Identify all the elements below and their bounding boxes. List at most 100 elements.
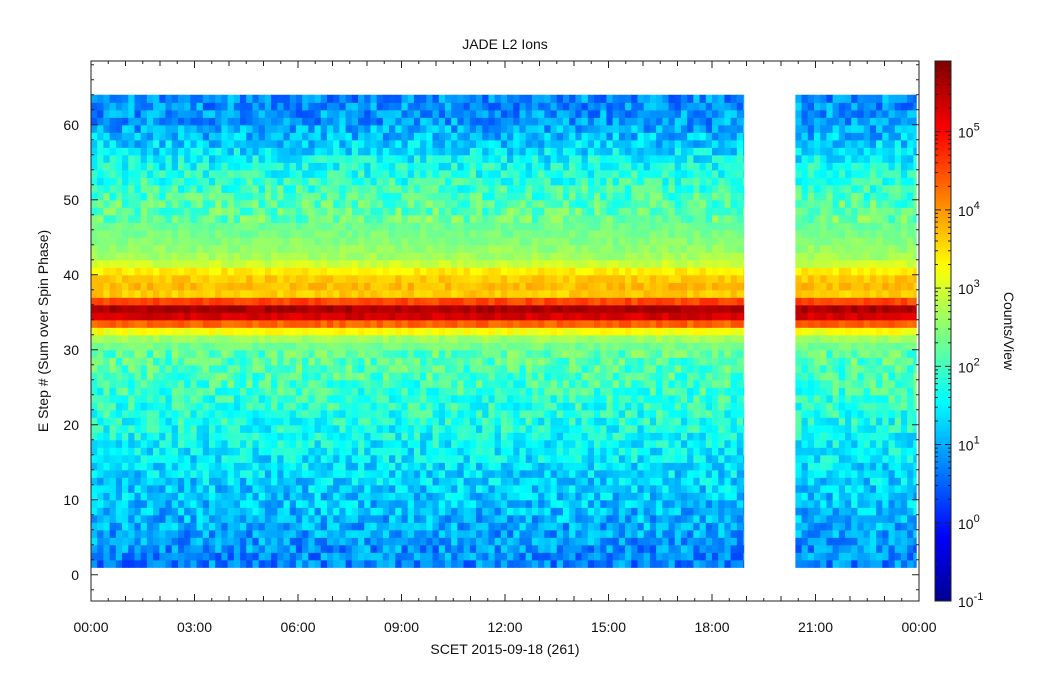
heatmap-cell (333, 372, 340, 381)
heatmap-cell (382, 357, 390, 366)
heatmap-cell (91, 364, 98, 373)
heatmap-cell (320, 447, 328, 456)
heatmap-cell (370, 222, 378, 231)
heatmap-cell (208, 327, 216, 336)
heatmap-cell (575, 244, 583, 253)
heatmap-cell (531, 334, 539, 343)
heatmap-cell (538, 447, 545, 456)
heatmap-cell (190, 199, 198, 208)
heatmap-cell (351, 334, 359, 343)
heatmap-cell (401, 222, 409, 231)
heatmap-cell (382, 372, 390, 381)
heatmap-cell (444, 499, 452, 508)
heatmap-cell (451, 139, 458, 148)
heatmap-cell (345, 424, 353, 433)
heatmap-cell (444, 484, 452, 493)
heatmap-cell (401, 244, 409, 253)
heatmap-cell (525, 312, 533, 321)
heatmap-cell (550, 252, 558, 261)
heatmap-cell (302, 402, 309, 411)
heatmap-cell (302, 424, 309, 433)
heatmap-cell (326, 409, 334, 418)
heatmap-cell (358, 439, 365, 448)
heatmap-cell (395, 469, 403, 478)
heatmap-cell (233, 349, 241, 358)
heatmap-cell (457, 274, 465, 283)
heatmap-cell (314, 192, 322, 201)
heatmap-cell (277, 477, 285, 486)
heatmap-cell (233, 372, 241, 381)
heatmap-cell (233, 514, 241, 523)
heatmap-cell (146, 409, 154, 418)
heatmap-cell (320, 109, 328, 118)
heatmap-cell (252, 484, 260, 493)
heatmap-cell (91, 192, 98, 201)
heatmap-cell (358, 372, 365, 381)
heatmap-cell (476, 402, 483, 411)
heatmap-cell (395, 282, 403, 291)
heatmap-cell (494, 537, 502, 546)
heatmap-cell (525, 559, 533, 568)
heatmap-cell (382, 432, 390, 441)
heatmap-cell (339, 94, 347, 103)
heatmap-cell (227, 379, 235, 388)
heatmap-cell (420, 199, 427, 208)
heatmap-cell (562, 379, 570, 388)
heatmap-cell (556, 544, 564, 553)
heatmap-cell (215, 199, 223, 208)
heatmap-cell (339, 484, 347, 493)
heatmap-cell (562, 154, 570, 163)
heatmap-cell (277, 184, 285, 193)
heatmap-cell (531, 147, 539, 156)
heatmap-cell (507, 289, 514, 298)
heatmap-cell (538, 514, 545, 523)
heatmap-cell (283, 289, 291, 298)
heatmap-cell (146, 462, 154, 471)
heatmap-cell (420, 357, 427, 366)
heatmap-cell (513, 244, 521, 253)
heatmap-cell (134, 552, 142, 561)
heatmap-cell (358, 109, 365, 118)
heatmap-cell (240, 177, 247, 186)
heatmap-cell (569, 417, 576, 426)
heatmap-cell (500, 499, 508, 508)
heatmap-cell (500, 229, 508, 238)
heatmap-cell (575, 147, 583, 156)
heatmap-cell (320, 372, 328, 381)
heatmap-cell (221, 109, 229, 118)
heatmap-cell (171, 424, 179, 433)
heatmap-cell (476, 117, 483, 126)
heatmap-cell (420, 282, 427, 291)
heatmap-cell (476, 484, 483, 493)
heatmap-cell (507, 372, 514, 381)
heatmap-cell (115, 499, 123, 508)
heatmap-cell (252, 162, 260, 171)
heatmap-cell (494, 544, 502, 553)
heatmap-cell (389, 304, 396, 313)
heatmap-cell (345, 447, 353, 456)
heatmap-cell (159, 252, 167, 261)
heatmap-cell (395, 439, 403, 448)
heatmap-cell (91, 507, 98, 516)
heatmap-cell (513, 132, 521, 141)
heatmap-cell (407, 319, 415, 328)
heatmap-cell (364, 162, 372, 171)
heatmap-cell (277, 312, 285, 321)
heatmap-cell (202, 462, 210, 471)
heatmap-cell (159, 139, 167, 148)
heatmap-cell (115, 139, 123, 148)
heatmap-cell (165, 342, 173, 351)
heatmap-cell (562, 537, 570, 546)
heatmap-cell (550, 94, 558, 103)
heatmap-cell (358, 184, 365, 193)
heatmap-cell (252, 537, 260, 546)
heatmap-cell (401, 417, 409, 426)
heatmap-cell (482, 559, 490, 568)
heatmap-cell (283, 297, 291, 306)
heatmap-cell (494, 102, 502, 111)
heatmap-cell (358, 334, 365, 343)
heatmap-cell (208, 379, 216, 388)
heatmap-cell (208, 124, 216, 133)
heatmap-cell (227, 244, 235, 253)
heatmap-cell (507, 514, 514, 523)
